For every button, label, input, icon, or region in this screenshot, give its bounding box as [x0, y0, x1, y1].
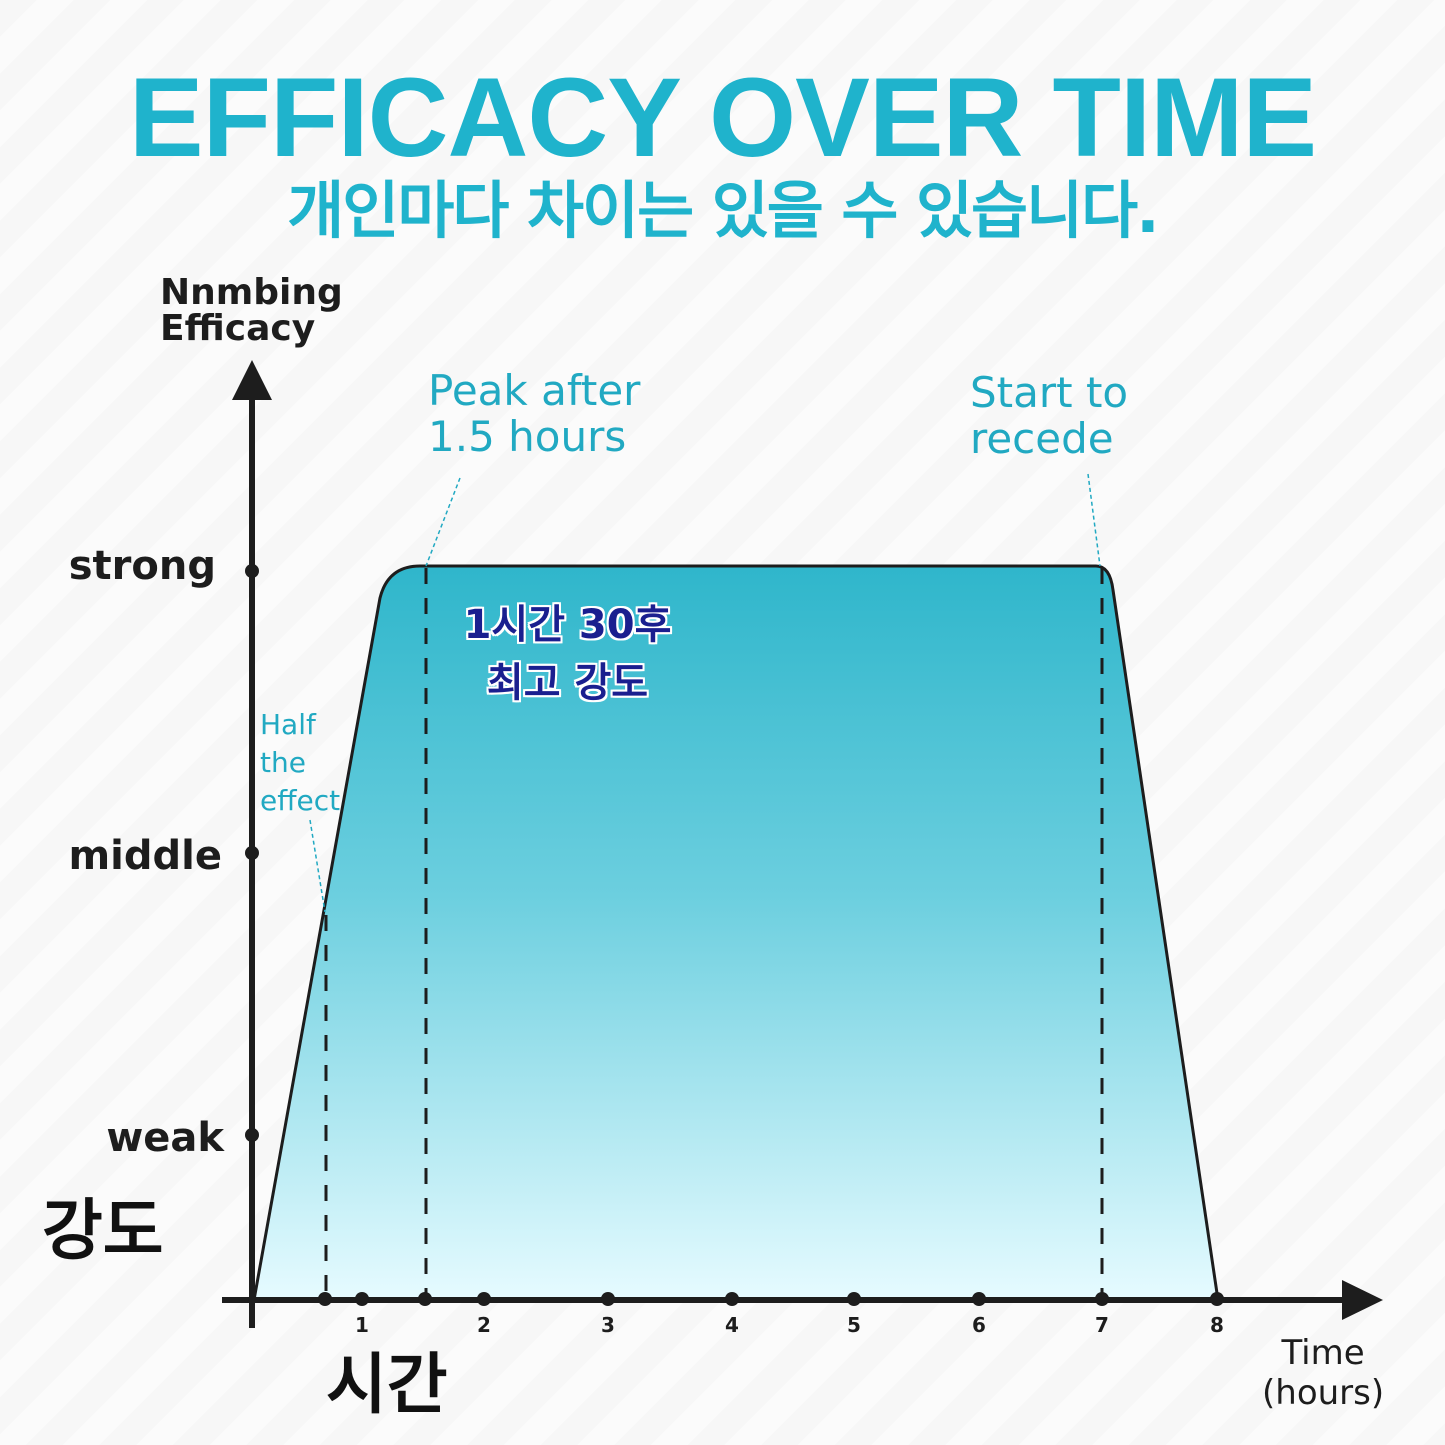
x-tick-4: 4	[725, 1313, 739, 1337]
x-tick-3: 3	[601, 1313, 615, 1337]
x-axis-label-line2: (hours)	[1262, 1373, 1385, 1413]
half-effect-line2: the	[260, 746, 306, 779]
chart-title: EFFICACY OVER TIME	[128, 55, 1317, 180]
x-tick-5: 5	[847, 1313, 861, 1337]
x-axis-label-line1: Time	[1281, 1333, 1365, 1373]
y-level-strong: strong	[68, 543, 216, 589]
recede-annotation-line2: recede	[970, 414, 1114, 463]
chart-subtitle: 개인마다 차이는 있을 수 있습니다.	[287, 174, 1159, 247]
y-axis-arrow-icon	[232, 360, 272, 400]
y-axis-label-korean: 강도	[42, 1192, 164, 1269]
peak-korean-line2: 최고 강도	[486, 660, 649, 706]
y-axis-label-line1: Nnmbing	[160, 272, 343, 313]
efficacy-area	[252, 564, 1220, 1302]
y-level-middle: middle	[68, 833, 223, 879]
half-effect-annotation: Half the effect	[260, 706, 340, 820]
peak-korean-line1: 1시간 30후	[463, 602, 672, 648]
peak-korean-annotation: 1시간 30후 최고 강도	[440, 596, 695, 712]
x-tick-7: 7	[1095, 1313, 1109, 1337]
x-tick-2: 2	[477, 1313, 491, 1337]
x-axis-arrow-icon	[1342, 1280, 1383, 1320]
y-level-weak: weak	[106, 1115, 224, 1161]
recede-annotation-line1: Start to	[970, 368, 1129, 417]
x-tick-1: 1	[355, 1313, 369, 1337]
half-effect-line3: effect	[260, 784, 341, 817]
peak-annotation-line1: Peak after	[428, 366, 641, 415]
recede-annotation: Start to recede	[970, 370, 1128, 462]
half-effect-line1: Half	[260, 708, 316, 741]
y-axis-label-line2: Efficacy	[160, 308, 316, 349]
x-tick-8: 8	[1210, 1313, 1224, 1337]
x-tick-6: 6	[972, 1313, 986, 1337]
x-axis-label: Time (hours)	[1262, 1333, 1384, 1413]
peak-annotation-line2: 1.5 hours	[428, 412, 627, 461]
x-axis-label-korean: 시간	[326, 1346, 448, 1423]
y-axis-label: Nnmbing Efficacy	[160, 275, 343, 347]
peak-annotation: Peak after 1.5 hours	[428, 368, 640, 460]
